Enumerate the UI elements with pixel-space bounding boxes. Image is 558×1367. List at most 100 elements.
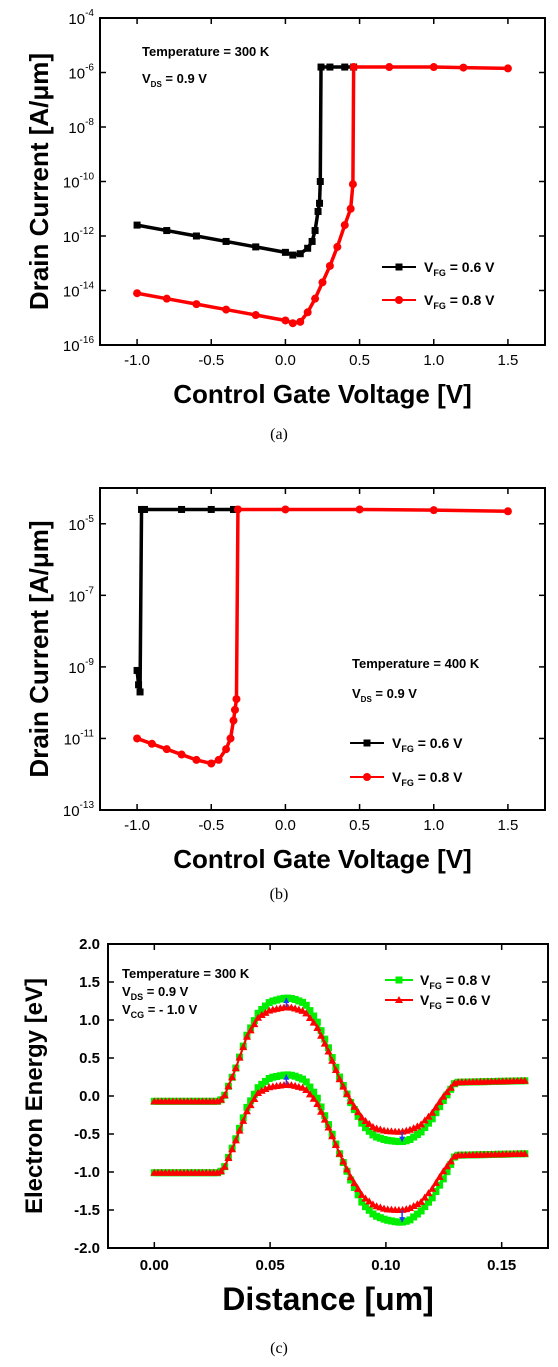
- y-tick-label: 10-8: [68, 117, 94, 137]
- x-tick-label: 1.5: [497, 817, 518, 834]
- series-line-0: [135, 507, 234, 693]
- data-point: [302, 1078, 310, 1086]
- data-point: [391, 1137, 399, 1145]
- y-tick-label: 10-9: [68, 657, 94, 677]
- data-point: [439, 1167, 448, 1175]
- data-point: [328, 1132, 337, 1140]
- x-tick-label: 1.5: [497, 352, 518, 369]
- x-tick-label: 0.05: [256, 1257, 285, 1274]
- data-point: [288, 319, 297, 328]
- data-point: [369, 1210, 377, 1218]
- y-tick-label: 10-13: [63, 800, 95, 820]
- data-point: [257, 1011, 266, 1019]
- legend-marker-1: [363, 773, 371, 781]
- data-point: [280, 994, 288, 1002]
- data-point: [409, 1202, 418, 1210]
- data-point: [299, 998, 307, 1006]
- data-point: [429, 63, 438, 72]
- y-tick-label: 1.5: [79, 974, 100, 991]
- data-point: [229, 716, 238, 725]
- data-point: [342, 1165, 351, 1173]
- data-point: [320, 1115, 329, 1123]
- data-point: [346, 1097, 355, 1105]
- y-tick-label: 10-7: [68, 585, 94, 605]
- data-point: [328, 1056, 337, 1064]
- data-point: [341, 63, 349, 71]
- legend-marker-0: [363, 739, 371, 747]
- data-point: [387, 1137, 395, 1145]
- data-point: [252, 243, 260, 251]
- legend-label-1: VFG = 0.8 V: [424, 292, 495, 311]
- data-point: [365, 1197, 374, 1205]
- data-point: [439, 1175, 447, 1183]
- data-point: [421, 1203, 429, 1211]
- data-point: [302, 1086, 311, 1094]
- series-line-0: [136, 65, 354, 257]
- data-point: [192, 300, 201, 309]
- data-point: [348, 180, 357, 189]
- panel-a: -1.0 -0.5 0.0 0.5 1.0 1.5 10-16 10-14 10-12 10-10…: [0, 0, 558, 460]
- data-point: [231, 1064, 240, 1072]
- shift-arrow-head: [399, 1217, 406, 1223]
- chart-b: -1.0 -0.5 0.0 0.5 1.0 1.5 10-13 10-11 10-9 10-7 10…: [24, 487, 546, 874]
- data-point: [413, 1131, 421, 1139]
- data-point: [258, 1005, 266, 1013]
- data-point: [162, 745, 171, 754]
- data-point: [192, 232, 200, 240]
- chart-a: -1.0 -0.5 0.0 0.5 1.0 1.5 10-16 10-14 10-12 10-10…: [24, 8, 546, 409]
- data-point: [242, 1107, 251, 1115]
- y-tick-label: 0.5: [79, 1050, 100, 1067]
- data-point: [276, 995, 284, 1003]
- data-point: [251, 311, 260, 320]
- data-point: [254, 1084, 262, 1092]
- y-tick-label: 10-6: [68, 63, 94, 83]
- data-point: [417, 1207, 425, 1215]
- data-point: [436, 1181, 444, 1189]
- data-point: [443, 1088, 452, 1096]
- data-point: [459, 63, 468, 72]
- data-point: [358, 1198, 366, 1206]
- data-point: [228, 1145, 237, 1153]
- caption-b: (b): [269, 886, 289, 903]
- series-line-0-band-1: [154, 1073, 525, 1224]
- plot-frame: [99, 487, 546, 811]
- data-point: [296, 317, 305, 326]
- data-point: [425, 1198, 433, 1206]
- data-point: [250, 1095, 259, 1103]
- data-point: [413, 1210, 421, 1218]
- data-point: [376, 1214, 384, 1222]
- data-point: [340, 221, 349, 230]
- data-point: [304, 244, 312, 252]
- data-point: [133, 734, 142, 743]
- data-point: [310, 1012, 318, 1020]
- legend-marker-0: [395, 976, 403, 984]
- data-point: [402, 1137, 410, 1145]
- data-point: [239, 1116, 248, 1124]
- data-point: [217, 1095, 226, 1103]
- data-point: [520, 1149, 529, 1157]
- data-point: [424, 1112, 433, 1120]
- data-point: [284, 1071, 292, 1079]
- data-point: [369, 1131, 377, 1139]
- data-point: [302, 1001, 310, 1009]
- data-point: [306, 1083, 314, 1091]
- data-point: [313, 1024, 322, 1032]
- x-tick-label: 0.0: [275, 817, 296, 834]
- data-point: [443, 1162, 452, 1170]
- data-point: [436, 1103, 444, 1111]
- data-point: [361, 1116, 370, 1124]
- x-axis-title: Control Gate Voltage [V]: [173, 379, 472, 409]
- data-point: [365, 1206, 373, 1214]
- data-point: [385, 63, 394, 72]
- data-point: [417, 1197, 426, 1205]
- data-point: [428, 1184, 437, 1192]
- y-tick-label: 0.0: [79, 1088, 100, 1105]
- legend-label-0: VFG = 0.6 V: [392, 735, 463, 754]
- data-point: [391, 1218, 399, 1226]
- shift-arrow-head: [283, 997, 290, 1003]
- data-point: [317, 1107, 326, 1115]
- annotation-1: VDS = 0.9 V: [142, 71, 207, 89]
- data-point: [299, 1075, 307, 1083]
- data-point: [325, 261, 334, 270]
- y-tick-label: -0.5: [74, 1126, 100, 1143]
